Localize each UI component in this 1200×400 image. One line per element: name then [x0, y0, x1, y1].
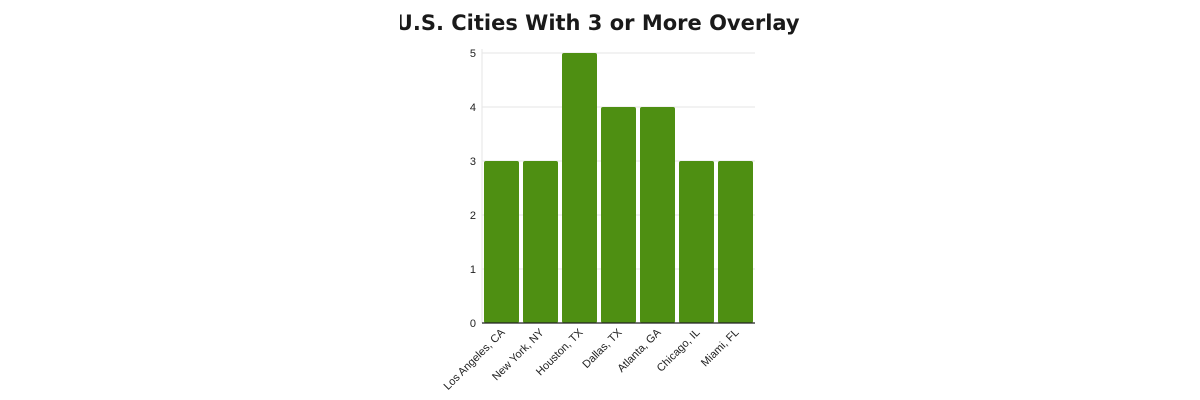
y-tick-label: 4	[470, 102, 476, 114]
y-tick-label: 0	[470, 318, 476, 330]
y-tick-labels: 0 1 2 3 4 5	[470, 48, 476, 330]
x-tick-label: Miami, FL	[699, 327, 742, 370]
y-tick-label: 3	[470, 156, 476, 168]
bar-chicago-il	[679, 161, 714, 323]
chart-title-area: Major U.S. Cities With 3 or More Overlay…	[400, 8, 800, 38]
bar-atlanta-ga	[640, 107, 675, 323]
y-tick-label: 1	[470, 264, 476, 276]
bars	[484, 53, 753, 323]
bar-miami-fl	[718, 161, 753, 323]
bar-new-york-ny	[523, 161, 558, 323]
bar-dallas-tx	[601, 107, 636, 323]
axes	[481, 49, 755, 324]
bar-houston-tx	[562, 53, 597, 323]
chart-title: Major U.S. Cities With 3 or More Overlay…	[400, 11, 800, 35]
y-tick-label: 5	[470, 48, 476, 60]
y-tick-label: 2	[470, 210, 476, 222]
bar-los-angeles-ca	[484, 161, 519, 323]
